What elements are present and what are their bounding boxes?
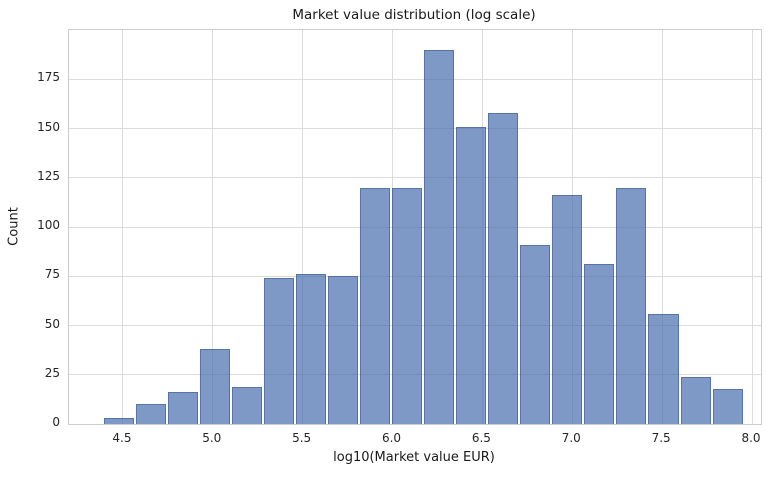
y-axis-label: Count (6, 207, 22, 246)
histogram-bar (520, 244, 551, 424)
x-tick-label: 7.5 (651, 431, 671, 445)
y-tick-label: 75 (44, 267, 60, 282)
histogram-bar (296, 274, 327, 424)
histogram-bar (616, 187, 647, 424)
histogram-bar (328, 276, 359, 424)
y-tick-label: 125 (37, 168, 60, 183)
y-tick-label: 100 (37, 218, 60, 232)
histogram-bar (200, 349, 231, 424)
x-tick-label: 4.5 (112, 431, 132, 445)
y-tick-label: 150 (37, 119, 60, 134)
histogram-bar (135, 404, 166, 424)
histogram-bar (712, 388, 743, 424)
y-tick-label: 175 (37, 70, 60, 85)
histogram-bar (552, 195, 583, 424)
histogram-bar (456, 126, 487, 424)
y-tick-label: 0 (52, 415, 60, 429)
y-tick-label: 25 (44, 365, 60, 380)
x-tick-label: 5.0 (202, 431, 222, 445)
x-tick-label: 5.5 (292, 431, 312, 445)
histogram-bar (360, 187, 391, 424)
histogram-bar (167, 392, 199, 424)
x-tick-label: 6.5 (471, 431, 491, 445)
histogram-bar (680, 376, 711, 424)
histogram-bar (648, 313, 679, 424)
histogram-bar (392, 187, 423, 424)
histogram-bar (424, 49, 455, 424)
y-gridline (69, 78, 761, 80)
y-gridline (69, 177, 761, 179)
y-tick-label: 50 (44, 316, 60, 331)
histogram-bar (264, 278, 295, 424)
histogram-bar (232, 386, 263, 424)
x-tick-label: 8.0 (741, 431, 761, 445)
histogram-bar (584, 264, 615, 424)
histogram-bar (103, 418, 134, 424)
histogram-bar (488, 112, 519, 424)
chart-title: Market value distribution (log scale) (292, 7, 536, 23)
plot-area (68, 29, 762, 425)
y-gridline (69, 128, 761, 129)
x-tick-label: 7.0 (561, 431, 581, 445)
x-axis-label: log10(Market value EUR) (333, 450, 495, 465)
x-tick-label: 6.0 (381, 431, 402, 445)
